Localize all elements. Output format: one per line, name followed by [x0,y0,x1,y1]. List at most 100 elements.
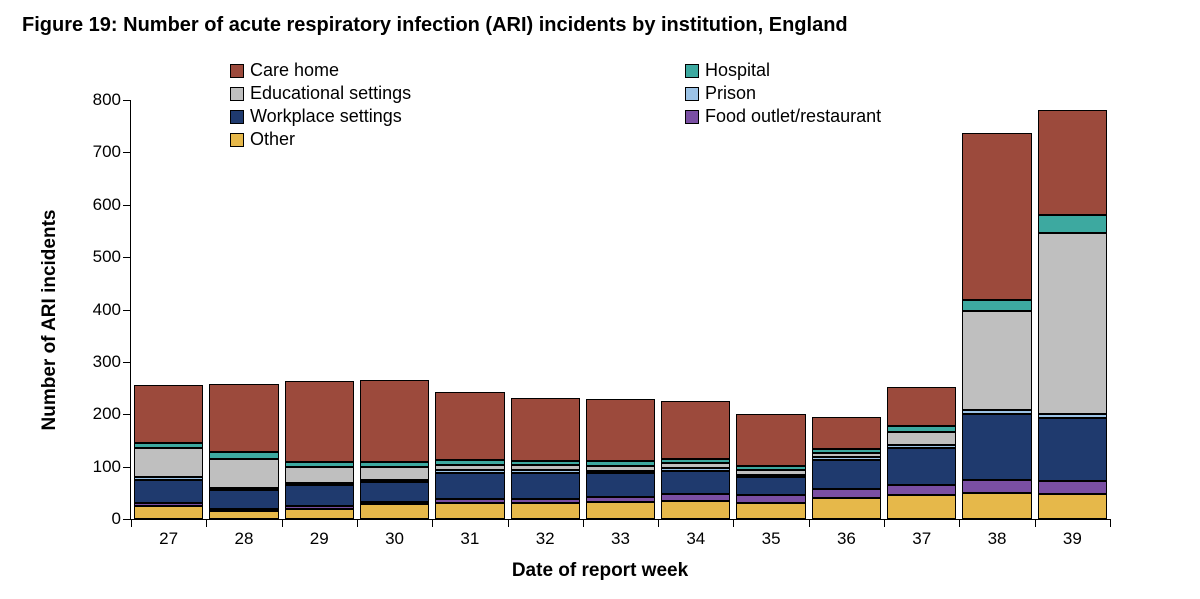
bar-seg-care_home [134,385,203,443]
x-tick [508,519,509,527]
y-tick-label: 800 [93,90,121,110]
x-tick [1035,519,1036,527]
bar-seg-care_home [360,380,429,461]
bar-seg-other [209,511,278,519]
chart-area: Number of ARI incidents Care homeHospita… [60,60,1140,580]
x-tick [658,519,659,527]
bar-week-39 [1038,110,1107,519]
bar-seg-care_home [736,414,805,466]
bar-seg-educational [209,459,278,488]
bar-seg-other [435,503,504,519]
bar-seg-workplace [1038,418,1107,481]
bar-seg-workplace [435,473,504,499]
bar-week-30 [360,380,429,519]
x-tick [809,519,810,527]
x-tick-label: 34 [686,529,705,549]
x-tick-label: 32 [536,529,555,549]
bar-seg-workplace [134,480,203,504]
bar-seg-educational [962,311,1031,411]
bar-seg-other [360,504,429,519]
x-tick-label: 31 [460,529,479,549]
bar-week-36 [812,417,881,519]
bar-seg-workplace [511,473,580,499]
y-tick [123,467,131,468]
x-tick [884,519,885,527]
bar-seg-food_outlet [812,489,881,498]
y-tick-label: 200 [93,404,121,424]
y-tick-label: 100 [93,457,121,477]
x-tick-label: 29 [310,529,329,549]
bar-seg-food_outlet [887,485,956,495]
bar-seg-care_home [887,387,956,426]
bar-seg-educational [1038,233,1107,414]
y-tick [123,414,131,415]
y-tick [123,257,131,258]
x-tick-label: 39 [1063,529,1082,549]
y-tick-label: 300 [93,352,121,372]
x-axis-label: Date of report week [60,560,1140,582]
x-tick [357,519,358,527]
legend-swatch-care_home [230,64,244,78]
bar-seg-other [736,503,805,519]
bar-seg-workplace [887,448,956,485]
y-tick [123,152,131,153]
x-tick [733,519,734,527]
y-tick-label: 500 [93,247,121,267]
x-tick [282,519,283,527]
legend-item-hospital: Hospital [685,60,1100,81]
bar-seg-other [812,498,881,519]
x-tick [131,519,132,527]
bar-seg-care_home [586,399,655,462]
bar-seg-workplace [209,490,278,508]
bar-seg-care_home [285,381,354,462]
bar-seg-care_home [511,398,580,461]
x-tick [583,519,584,527]
figure-page: Figure 19: Number of acute respiratory i… [0,0,1200,599]
bar-seg-educational [134,448,203,477]
bar-seg-educational [360,467,429,480]
bar-seg-other [511,503,580,519]
bar-week-29 [285,381,354,519]
bar-seg-food_outlet [1038,481,1107,494]
x-tick [959,519,960,527]
x-tick-label: 37 [912,529,931,549]
bar-seg-other [962,493,1031,519]
bar-week-27 [134,385,203,519]
figure-title: Figure 19: Number of acute respiratory i… [22,14,1180,37]
bar-seg-other [586,502,655,519]
x-tick [206,519,207,527]
y-tick [123,205,131,206]
bar-seg-care_home [1038,110,1107,215]
bar-seg-workplace [360,482,429,502]
y-tick [123,310,131,311]
y-tick [123,100,131,101]
y-tick-label: 0 [112,509,121,529]
bar-week-37 [887,387,956,519]
legend-swatch-prison [685,87,699,101]
x-tick-label: 33 [611,529,630,549]
x-tick-label: 30 [385,529,404,549]
bar-week-31 [435,392,504,519]
plot-area: 0100200300400500600700800272829303132333… [130,100,1110,520]
bar-seg-hospital [1038,215,1107,233]
x-tick-label: 38 [988,529,1007,549]
y-tick [123,519,131,520]
x-tick [432,519,433,527]
bar-seg-other [134,506,203,519]
y-axis-label: Number of ARI incidents [39,210,61,431]
bar-seg-food_outlet [736,495,805,503]
bar-week-33 [586,399,655,519]
bar-week-28 [209,384,278,520]
bar-seg-care_home [209,384,278,452]
bar-seg-care_home [962,133,1031,301]
bar-week-32 [511,398,580,519]
bar-seg-other [887,495,956,519]
legend-label-care_home: Care home [250,60,339,81]
bar-seg-workplace [586,473,655,497]
legend-label-hospital: Hospital [705,60,770,81]
y-tick [123,362,131,363]
bars-layer [131,100,1110,519]
legend-item-care_home: Care home [230,60,645,81]
bar-seg-other [285,509,354,519]
bar-week-35 [736,414,805,519]
